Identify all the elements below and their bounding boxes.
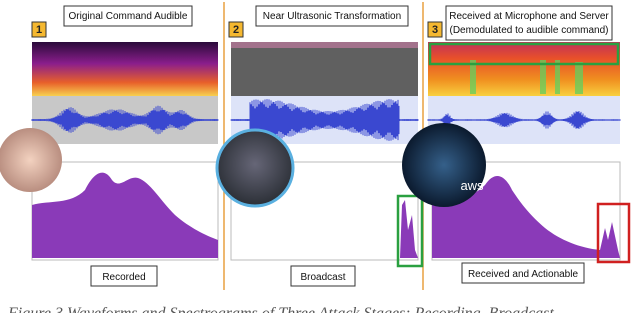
title-box [63, 5, 193, 27]
number-badge [31, 21, 47, 38]
speaker-photo [215, 128, 295, 208]
spectrogram-band [231, 42, 418, 48]
panel-label: Received and Actionable [468, 269, 579, 280]
panel-title: Original Command Audible [69, 11, 188, 22]
spectrum [32, 172, 218, 258]
panel-number: 1 [36, 24, 42, 36]
panel-title: Received at Microphone and Server [449, 11, 609, 22]
panel-label: Broadcast [300, 272, 345, 283]
waveform-trace [230, 99, 419, 141]
overlay-text: aws [460, 178, 484, 193]
caption: Figure 3 Waveforms and Spectrograms of T… [7, 305, 554, 313]
highlight-box [596, 202, 631, 264]
waveform [230, 99, 419, 141]
highlight-box [396, 194, 424, 268]
waveform-trace [427, 111, 621, 129]
server-photo [402, 123, 486, 207]
person-photo [0, 128, 62, 192]
label-box [461, 262, 585, 284]
waveform-trace [31, 105, 219, 135]
spectrogram-peaks [470, 60, 583, 94]
panel-subtitle: (Demodulated to audible command) [450, 25, 609, 36]
spectrogram [428, 42, 620, 96]
spectrum [432, 175, 620, 258]
title-box [255, 5, 409, 27]
spectrogram [32, 42, 218, 96]
label-box [90, 265, 158, 287]
panel-title: Near Ultrasonic Transformation [263, 11, 401, 22]
panel-number: 2 [233, 24, 239, 36]
waveform [427, 111, 621, 129]
label-box [290, 265, 356, 287]
number-badge [427, 21, 443, 38]
spectrum [400, 200, 418, 258]
panel-number: 3 [432, 24, 438, 36]
title-box [445, 5, 613, 41]
waveform [31, 105, 219, 135]
panel-label: Recorded [102, 272, 145, 283]
number-badge [228, 21, 244, 38]
spectrogram [231, 42, 418, 96]
highlight-box [428, 42, 620, 66]
